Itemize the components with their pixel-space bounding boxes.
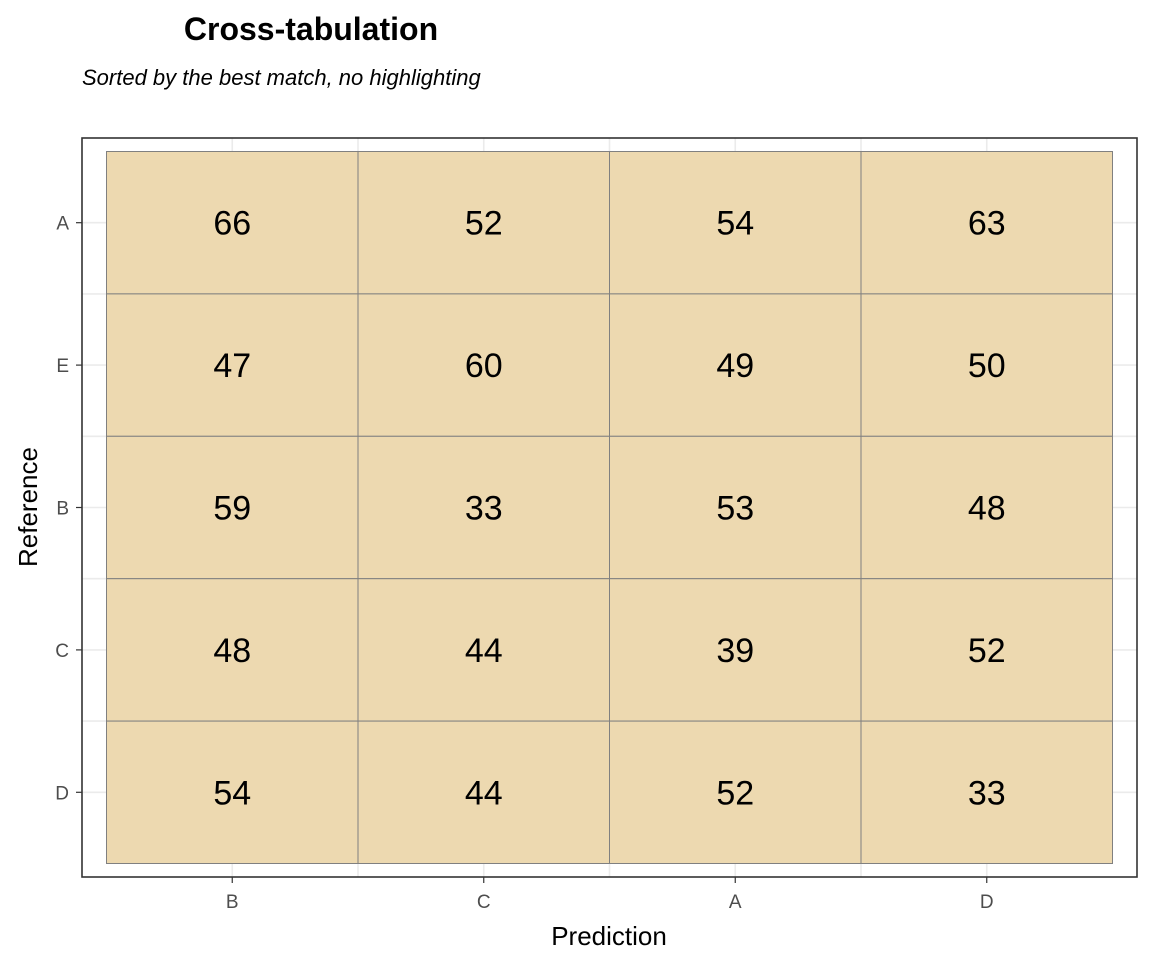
heatmap-cell — [609, 720, 862, 864]
cell-value-label: 63 — [968, 205, 1006, 243]
heatmap-cell — [609, 293, 862, 437]
heatmap-cell — [860, 578, 1113, 722]
heatmap-cell — [106, 435, 359, 580]
cell-value-label: 48 — [213, 632, 251, 670]
heatmap-cell — [106, 720, 359, 864]
y-tick-label: C — [55, 641, 69, 662]
cell-value-label: 44 — [465, 774, 503, 812]
x-axis-title: Prediction — [551, 921, 667, 951]
heatmap-cell — [609, 151, 862, 295]
cell-value-label: 47 — [213, 347, 251, 385]
y-tick-label: A — [56, 214, 69, 235]
cell-value-label: 60 — [465, 347, 503, 385]
heatmap-cell — [609, 435, 862, 580]
heatmap-cell — [357, 435, 610, 580]
heatmap-cell — [106, 578, 359, 722]
heatmap-cell — [357, 293, 610, 437]
cell-value-label: 44 — [465, 632, 503, 670]
heatmap-cell — [860, 435, 1113, 580]
y-axis: A E B C D — [55, 214, 82, 804]
x-tick-label: D — [980, 892, 994, 913]
cell-value-label: 52 — [465, 205, 503, 243]
cell-value-label: 49 — [716, 347, 754, 385]
heatmap-tiles — [106, 151, 1113, 864]
cell-value-label: 39 — [716, 632, 754, 670]
cell-value-label: 50 — [968, 347, 1006, 385]
y-axis-title: Reference — [13, 447, 43, 567]
heatmap-cell — [609, 578, 862, 722]
cell-value-label: 53 — [716, 490, 754, 528]
x-tick-label: B — [226, 892, 239, 913]
heatmap-cell — [860, 151, 1113, 295]
heatmap-cell — [357, 578, 610, 722]
heatmap-cell — [106, 293, 359, 437]
heatmap-cell — [106, 151, 359, 295]
cell-value-label: 52 — [968, 632, 1006, 670]
cell-value-label: 33 — [465, 490, 503, 528]
cell-value-label: 54 — [716, 205, 754, 243]
y-tick-label: B — [56, 499, 69, 520]
chart-title: Cross-tabulation — [184, 11, 438, 47]
cell-value-label: 48 — [968, 490, 1006, 528]
cell-value-label: 54 — [213, 774, 251, 812]
cell-value-label: 52 — [716, 774, 754, 812]
y-tick-label: E — [56, 356, 69, 377]
cell-value-label: 33 — [968, 774, 1006, 812]
x-tick-label: C — [477, 892, 491, 913]
y-tick-label: D — [55, 783, 69, 804]
cell-value-label: 59 — [213, 490, 251, 528]
cell-value-labels: 66 52 54 63 47 60 49 50 59 33 53 48 48 44 39 52 54 44 52 33 — [213, 205, 1005, 813]
heatmap-cell — [357, 720, 610, 864]
cell-value-label: 66 — [213, 205, 251, 243]
chart-subtitle: Sorted by the best match, no highlightin… — [82, 65, 481, 90]
x-tick-label: A — [729, 892, 742, 913]
heatmap-cell — [860, 720, 1113, 864]
